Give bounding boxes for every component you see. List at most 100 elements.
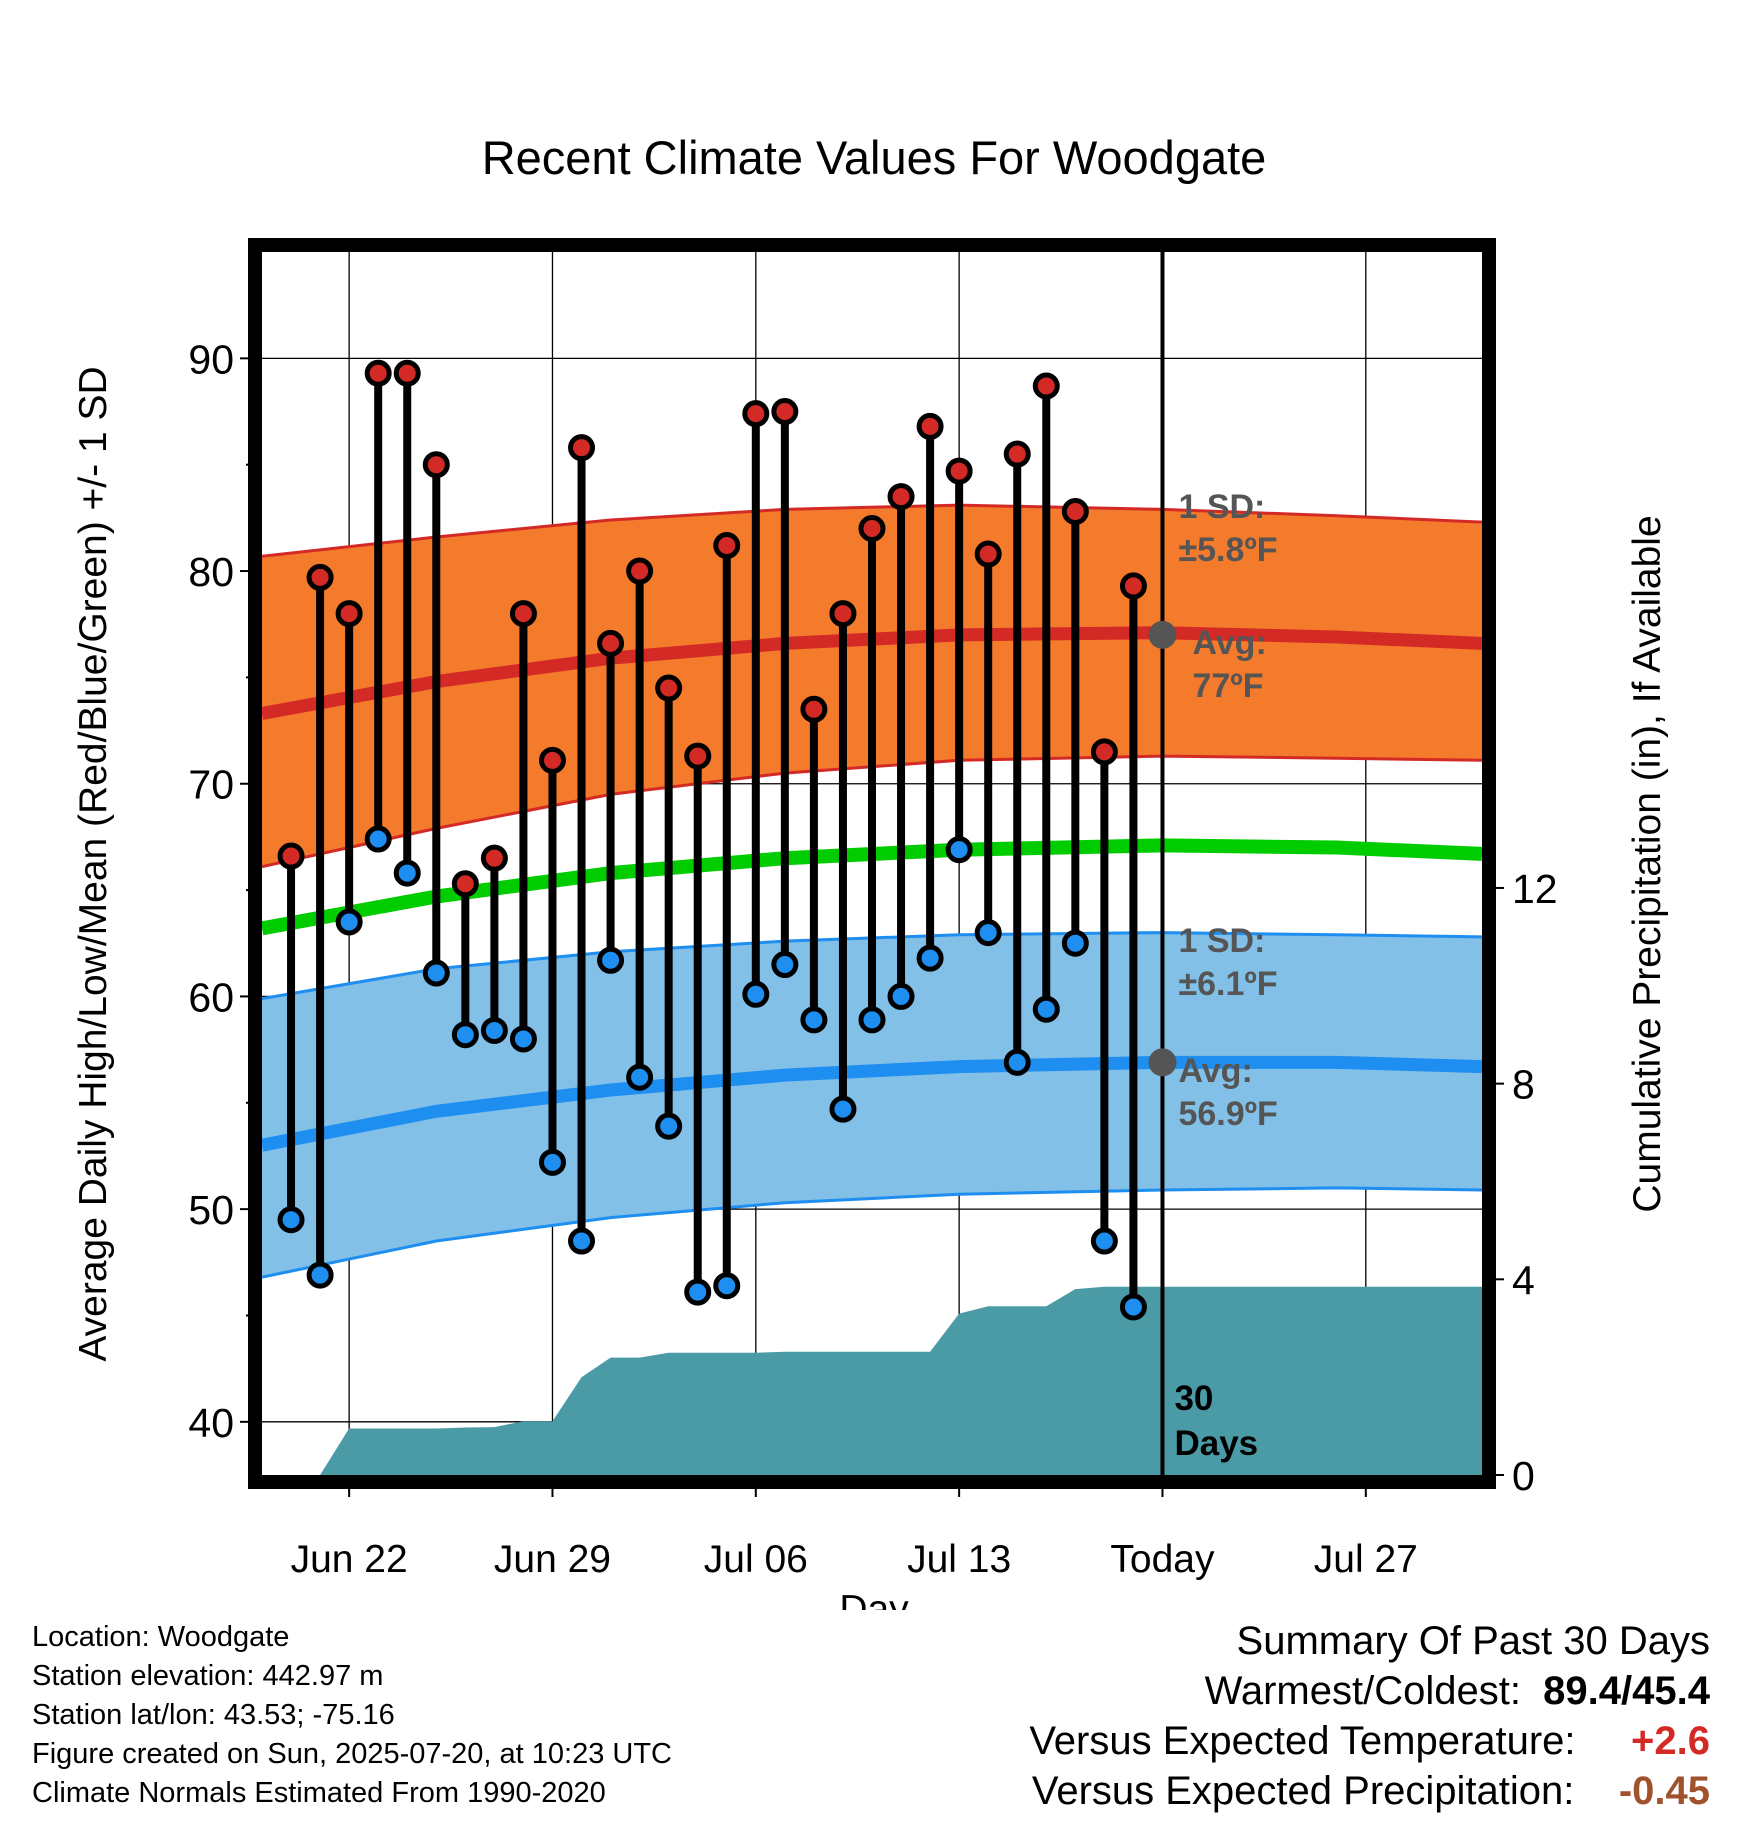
info-normals: Climate Normals Estimated From 1990-2020: [32, 1777, 606, 1809]
low-point: [858, 1006, 886, 1034]
low-point: [538, 1148, 566, 1176]
low-point: [335, 908, 363, 936]
chart-title: Recent Climate Values For Woodgate: [482, 131, 1267, 184]
summary-temp: Versus Expected Temperature: +2.6: [1029, 1716, 1710, 1766]
low-point: [916, 944, 944, 972]
summary-precip: Versus Expected Precipitation: -0.45: [1029, 1766, 1710, 1816]
x-tick-label: Jul 06: [704, 1538, 808, 1581]
y-tick-label: 60: [188, 974, 234, 1020]
low-avg-marker: [1148, 1048, 1177, 1077]
precip-area: [291, 1286, 1482, 1475]
high-avg-label: Avg:: [1192, 624, 1266, 662]
info-elevation: Station elevation: 442.97 m: [32, 1660, 384, 1692]
low-point: [742, 980, 770, 1008]
y2-tick-label: 4: [1512, 1257, 1535, 1303]
y2-axis-label: Cumulative Precipitation (in), If Availa…: [1626, 515, 1669, 1212]
x-tick-label: Jun 22: [291, 1538, 408, 1581]
high-point: [568, 434, 596, 462]
y-tick-label: 80: [188, 549, 234, 595]
high-point: [829, 600, 857, 628]
low-avg-label: Avg:: [1178, 1052, 1252, 1090]
high-point: [1090, 738, 1118, 766]
x-tick-label: Jul 27: [1314, 1538, 1418, 1581]
x-tick-label: Today: [1110, 1538, 1215, 1581]
high-point: [480, 844, 508, 872]
high-point: [1032, 372, 1060, 400]
low-point: [509, 1025, 537, 1053]
y-axis-label: Average Daily High/Low/Mean (Red/Blue/Gr…: [72, 366, 115, 1361]
low-point: [626, 1063, 654, 1091]
y2-tick-label: 0: [1512, 1453, 1535, 1499]
high-point: [916, 412, 944, 440]
low-point: [277, 1206, 305, 1234]
low-point: [451, 1021, 479, 1049]
high-point: [1003, 440, 1031, 468]
high-avg-value: 77ºF: [1192, 667, 1263, 705]
low-point: [800, 1006, 828, 1034]
low-sd-value: ±6.1ºF: [1178, 965, 1277, 1003]
high-point: [626, 557, 654, 585]
low-avg-value: 56.9ºF: [1178, 1095, 1277, 1133]
y-tick-label: 50: [188, 1187, 234, 1233]
high-point: [858, 515, 886, 543]
y2-tick-label: 12: [1512, 866, 1558, 912]
low-point: [974, 919, 1002, 947]
precip-label: Versus Expected Precipitation:: [1031, 1769, 1575, 1813]
high-point: [597, 629, 625, 657]
low-point: [480, 1016, 508, 1044]
precip-value: -0.45: [1618, 1769, 1710, 1813]
low-point: [1090, 1227, 1118, 1255]
low-point: [1119, 1293, 1147, 1321]
warmest-coldest-label: Warmest/Coldest:: [1204, 1669, 1521, 1713]
high-point: [364, 359, 392, 387]
info-created: Figure created on Sun, 2025-07-20, at 10…: [32, 1738, 672, 1770]
low-point: [393, 859, 421, 887]
warmest-coldest-value: 89.4/45.4: [1543, 1669, 1710, 1713]
info-location: Location: Woodgate: [32, 1621, 290, 1653]
low-point: [364, 825, 392, 853]
y-tick-label: 70: [188, 762, 234, 808]
plot-contents: [262, 252, 1482, 1475]
high-point: [393, 359, 421, 387]
high-point: [509, 600, 537, 628]
low-point: [1061, 929, 1089, 957]
days-label-text: Days: [1174, 1424, 1258, 1463]
low-sd-label: 1 SD:: [1178, 922, 1265, 960]
normal-low-line: [262, 1055, 1482, 1152]
high-sd-label: 1 SD:: [1178, 488, 1265, 526]
low-point: [684, 1278, 712, 1306]
low-point: [829, 1095, 857, 1123]
x-axis-label: Day: [839, 1588, 909, 1610]
low-sd-lower-line: [262, 1186, 1482, 1279]
summary-title: Summary Of Past 30 Days: [1236, 1619, 1710, 1663]
high-point: [742, 400, 770, 428]
days-label-number: 30: [1174, 1379, 1213, 1418]
high-sd-value: ±5.8ºF: [1178, 531, 1277, 569]
info-latlon: Station lat/lon: 43.53; -75.16: [32, 1699, 395, 1731]
low-sd-band: [262, 932, 1482, 1278]
high-point: [655, 674, 683, 702]
high-point: [1061, 497, 1089, 525]
y2-tick-label: 8: [1512, 1062, 1535, 1108]
low-point: [887, 982, 915, 1010]
high-point: [945, 457, 973, 485]
high-point: [422, 451, 450, 479]
high-point: [335, 600, 363, 628]
summary-warmest-coldest: Warmest/Coldest: 89.4/45.4: [1029, 1666, 1710, 1716]
low-point: [771, 951, 799, 979]
low-point: [1003, 1048, 1031, 1076]
plot-frame: [248, 238, 1496, 1489]
low-point: [568, 1227, 596, 1255]
low-point: [945, 836, 973, 864]
high-sd-upper-line: [262, 503, 1482, 558]
temp-label: Versus Expected Temperature:: [1029, 1719, 1576, 1763]
low-point: [713, 1272, 741, 1300]
summary-panel: Summary Of Past 30 Days Warmest/Coldest:…: [1029, 1616, 1710, 1816]
station-info: Location: Woodgate Station elevation: 44…: [32, 1618, 672, 1813]
climate-chart: Recent Climate Values For Woodgate Day A…: [72, 131, 1669, 1610]
high-avg-marker: [1148, 620, 1177, 649]
high-point: [1119, 572, 1147, 600]
x-tick-label: Jul 13: [907, 1538, 1011, 1581]
x-tick-label: Jun 29: [494, 1538, 611, 1581]
high-point: [713, 532, 741, 560]
